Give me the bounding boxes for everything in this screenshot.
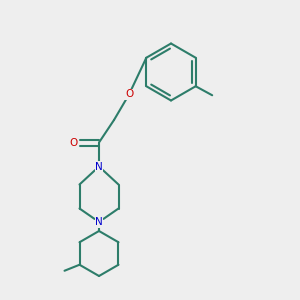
Text: N: N	[95, 161, 103, 172]
Text: N: N	[95, 217, 103, 227]
Text: O: O	[125, 89, 133, 100]
Text: O: O	[69, 137, 78, 148]
